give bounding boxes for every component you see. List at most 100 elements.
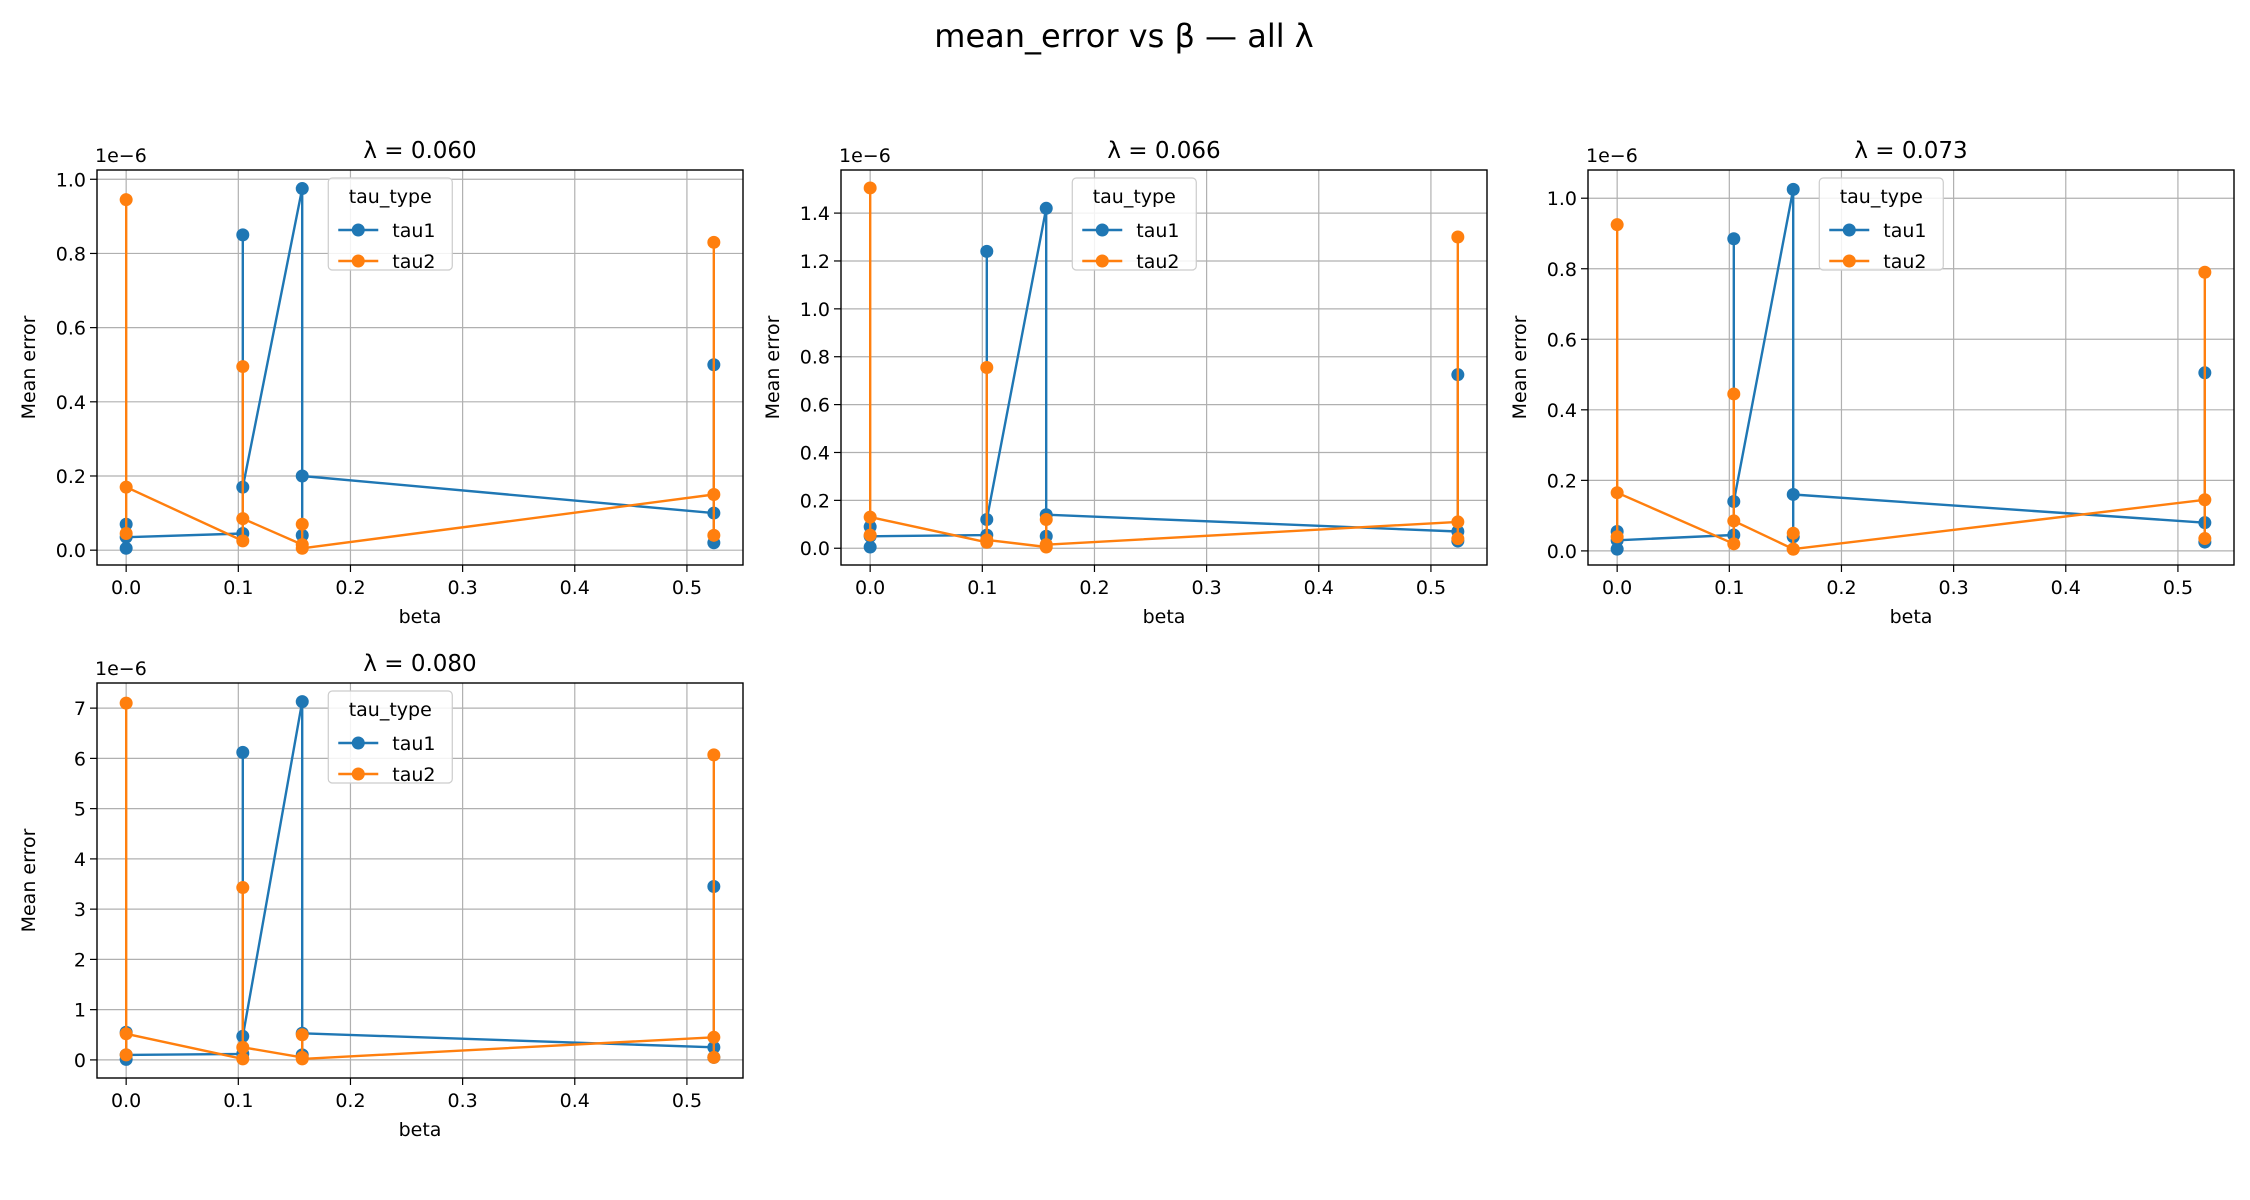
x-axis-label: beta — [399, 606, 442, 628]
legend: tau_type tau1 tau2 — [1818, 177, 1944, 273]
y-offset-exponent: 1e−6 — [1586, 145, 1638, 167]
legend-title: tau_type — [1093, 186, 1176, 208]
x-tick-label: 0.1 — [967, 577, 997, 599]
axes-frame — [840, 169, 1488, 566]
y-tick-label: 1.4 — [800, 203, 830, 225]
x-tick-label: 0.4 — [560, 1090, 590, 1112]
axes-frame — [1587, 169, 2235, 566]
x-tick-label: 0.4 — [2051, 577, 2081, 599]
data-point-tau2 — [1610, 486, 1624, 500]
legend-box — [1071, 177, 1197, 271]
data-point-tau1 — [295, 182, 309, 196]
y-offset-exponent: 1e−6 — [95, 658, 147, 680]
data-point-tau2 — [2198, 265, 2212, 279]
data-point-tau2 — [863, 528, 877, 542]
y-tick-label: 2 — [74, 949, 86, 971]
legend-label-tau2: tau2 — [392, 251, 435, 273]
y-axis-label: Mean error — [18, 828, 40, 932]
x-tick-label: 0.3 — [448, 577, 478, 599]
axes-frame — [96, 169, 744, 566]
legend-box — [327, 690, 453, 784]
y-tick-label: 0.0 — [56, 540, 86, 562]
data-point-tau1 — [295, 469, 309, 483]
data-point-tau2 — [1610, 218, 1624, 232]
legend-label-tau2: tau2 — [392, 764, 435, 786]
y-tick-label: 0.6 — [800, 395, 830, 417]
data-point-tau2 — [707, 1050, 721, 1064]
data-point-tau2 — [1727, 514, 1741, 528]
data-point-tau2 — [863, 181, 877, 195]
series-line-tau2 — [124, 198, 715, 550]
y-tick-label: 0.2 — [56, 466, 86, 488]
data-point-tau2 — [707, 528, 721, 542]
data-point-tau2 — [1727, 387, 1741, 401]
data-point-tau2 — [119, 1027, 133, 1041]
y-axis-label: Mean error — [762, 315, 784, 419]
y-tick-label: 5 — [74, 799, 86, 821]
y-tick-label: 1.0 — [800, 299, 830, 321]
data-point-tau1 — [1039, 201, 1053, 215]
data-point-tau2 — [119, 526, 133, 540]
subplot-1: 0.0 0.1 0.2 0.3 0.4 0.5 0.0 0.2 0.4 0.6 0.8 1.0 1.2 1… — [762, 138, 1488, 628]
data-point-tau2 — [1039, 538, 1053, 552]
subplot-0: 0.0 0.1 0.2 0.3 0.4 0.5 0.0 0.2 0.4 0.6 0.8 1.0 λ = … — [18, 138, 744, 628]
legend-label-tau1: tau1 — [392, 220, 435, 242]
legend-marker-tau1 — [351, 223, 365, 237]
y-tick-label: 0.4 — [1547, 400, 1577, 422]
x-tick-label: 0.5 — [672, 1090, 702, 1112]
legend: tau_type tau1 tau2 — [327, 690, 453, 786]
figure-suptitle: mean_error vs β — all λ — [934, 17, 1313, 55]
x-tick-label: 0.0 — [111, 577, 141, 599]
y-tick-label: 0.2 — [800, 490, 830, 512]
data-point-tau2 — [295, 517, 309, 531]
data-point-tau2 — [236, 1040, 250, 1054]
x-tick-label: 0.1 — [1714, 577, 1744, 599]
y-tick-label: 0.6 — [56, 318, 86, 340]
x-tick-label: 0.2 — [335, 577, 365, 599]
x-tick-label: 0.5 — [672, 577, 702, 599]
x-tick-label: 0.4 — [1304, 577, 1334, 599]
y-tick-label: 0.0 — [1547, 541, 1577, 563]
data-point-tau2 — [236, 512, 250, 526]
data-point-tau2 — [1610, 530, 1624, 544]
data-point-tau2 — [295, 1052, 309, 1066]
legend-marker-tau2 — [351, 254, 365, 268]
data-point-tau1 — [863, 540, 877, 554]
legend-title: tau_type — [1840, 186, 1923, 208]
y-tick-label: 0.4 — [56, 392, 86, 414]
y-tick-label: 1.0 — [56, 169, 86, 191]
data-point-tau2 — [236, 881, 250, 895]
legend-marker-tau2 — [1842, 254, 1856, 268]
axes-frame — [96, 682, 744, 1079]
subplot-2: 0.0 0.1 0.2 0.3 0.4 0.5 0.0 0.2 0.4 0.6 0.8 1.0 λ = … — [1509, 138, 2235, 628]
data-point-tau2 — [707, 748, 721, 762]
y-offset-exponent: 1e−6 — [839, 145, 891, 167]
x-tick-label: 0.5 — [2163, 577, 2193, 599]
data-point-tau2 — [1451, 532, 1465, 546]
x-tick-label: 0.2 — [1826, 577, 1856, 599]
subplot-title: λ = 0.073 — [1854, 138, 1967, 164]
data-point-tau2 — [1451, 515, 1465, 529]
legend-marker-tau2 — [351, 767, 365, 781]
y-tick-label: 0.8 — [56, 243, 86, 265]
y-tick-label: 0 — [74, 1050, 86, 1072]
legend: tau_type tau1 tau2 — [1071, 177, 1197, 273]
data-point-tau1 — [236, 228, 250, 242]
data-point-tau2 — [1039, 513, 1053, 527]
y-tick-label: 0.2 — [1547, 470, 1577, 492]
data-point-tau2 — [1727, 537, 1741, 551]
legend: tau_type tau1 tau2 — [327, 177, 453, 273]
legend-title: tau_type — [349, 186, 432, 208]
data-point-tau2 — [1451, 230, 1465, 244]
y-tick-label: 7 — [74, 698, 86, 720]
subplot-3: 0.0 0.1 0.2 0.3 0.4 0.5 0 1 2 3 4 5 6 7 λ = 0.080 1e−6 b… — [18, 651, 744, 1141]
subplot-title: λ = 0.066 — [1107, 138, 1220, 164]
data-point-tau2 — [119, 193, 133, 207]
y-tick-label: 4 — [74, 849, 86, 871]
y-tick-label: 6 — [74, 748, 86, 770]
data-point-tau2 — [236, 360, 250, 374]
data-point-tau2 — [236, 534, 250, 548]
data-point-tau2 — [119, 1048, 133, 1062]
subplot-title: λ = 0.080 — [363, 651, 476, 677]
